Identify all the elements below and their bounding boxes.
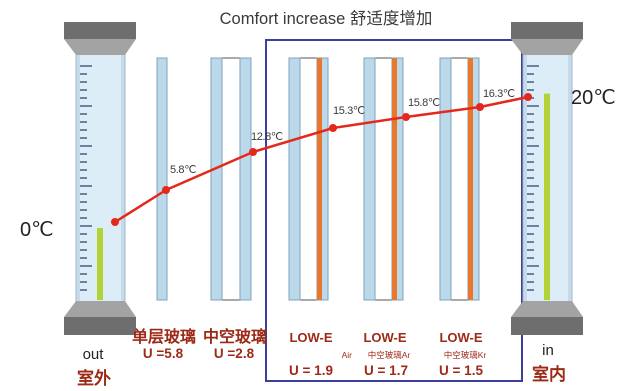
curve-point-low-e-krypton [476,103,484,111]
low-e-coating [468,58,473,300]
curve-point-indoor [524,93,532,101]
low-e-group-frame [265,39,523,382]
low-e-coating [392,58,397,300]
temp-label-low-e-krypton: 16.3℃ [483,88,515,100]
thermometer-scale [80,65,92,291]
glass-name-insulated-double: 中空玻璃 [203,327,267,346]
outdoor-label-en: out [83,346,105,363]
gas-label-low-e-argon: 中空玻璃Ar [368,350,411,360]
glass-insulated-double [210,57,252,301]
glass-pane [210,57,223,301]
glass-name-single-pane: 单层玻璃 [132,327,196,346]
thermometer-bottom-cap [511,317,583,335]
indoor-temperature-label: 20℃ [571,87,616,109]
thermometer-bottom-collar [511,301,583,317]
outdoor-temperature-label: 0℃ [20,219,54,241]
thermometer-level-bar [97,228,103,300]
glass-name-low-e-krypton: LOW-E [439,330,482,345]
thermometer-bottom-cap [64,317,136,335]
indoor-label-zh: 室内 [532,364,566,385]
curve-point-single-pane [162,186,170,194]
thermometer-top-collar [511,39,583,55]
thermometer-bottom-collar [64,301,136,317]
glass-pane [156,57,168,301]
u-value-low-e-air: U = 1.9 [289,363,333,378]
glass-name-low-e-air: LOW-E [289,330,332,345]
low-e-coating [317,58,322,300]
glass-name-low-e-argon: LOW-E [363,330,406,345]
gas-label-low-e-krypton: 中空玻璃Kr [444,350,487,360]
glass-low-e-argon [363,57,404,301]
temp-label-low-e-air: 15.3℃ [333,105,365,117]
glass-pane [239,57,252,301]
gas-label-low-e-air: Air [342,350,353,360]
curve-point-outdoor [111,218,119,226]
u-value-insulated-double: U =2.8 [214,346,255,361]
glass-pane [439,57,452,301]
thermometer-scale [527,65,539,291]
thermometer-top-collar [64,39,136,55]
temp-label-low-e-argon: 15.8℃ [408,97,440,109]
thermometer-top-cap [64,22,136,39]
glass-pane [363,57,376,301]
glass-low-e-krypton [439,57,480,301]
glass-single-pane [156,57,168,301]
temp-label-single-pane: 5.8℃ [170,164,196,176]
temp-label-insulated-double: 12.8℃ [251,131,283,143]
curve-point-low-e-air [329,124,337,132]
curve-point-low-e-argon [402,113,410,121]
indoor-label-en: in [542,342,554,359]
u-value-low-e-krypton: U = 1.5 [439,363,483,378]
glass-low-e-air [288,57,329,301]
thermometer-level-bar [544,93,550,300]
u-value-low-e-argon: U = 1.7 [364,363,408,378]
diagram-title: Comfort increase 舒适度增加 [220,9,433,28]
glass-pane [288,57,301,301]
curve-point-insulated-double [249,148,257,156]
outdoor-thermometer [64,22,136,335]
outdoor-label-zh: 室外 [77,368,111,389]
u-value-single-pane: U =5.8 [143,346,184,361]
thermometer-top-cap [511,22,583,39]
